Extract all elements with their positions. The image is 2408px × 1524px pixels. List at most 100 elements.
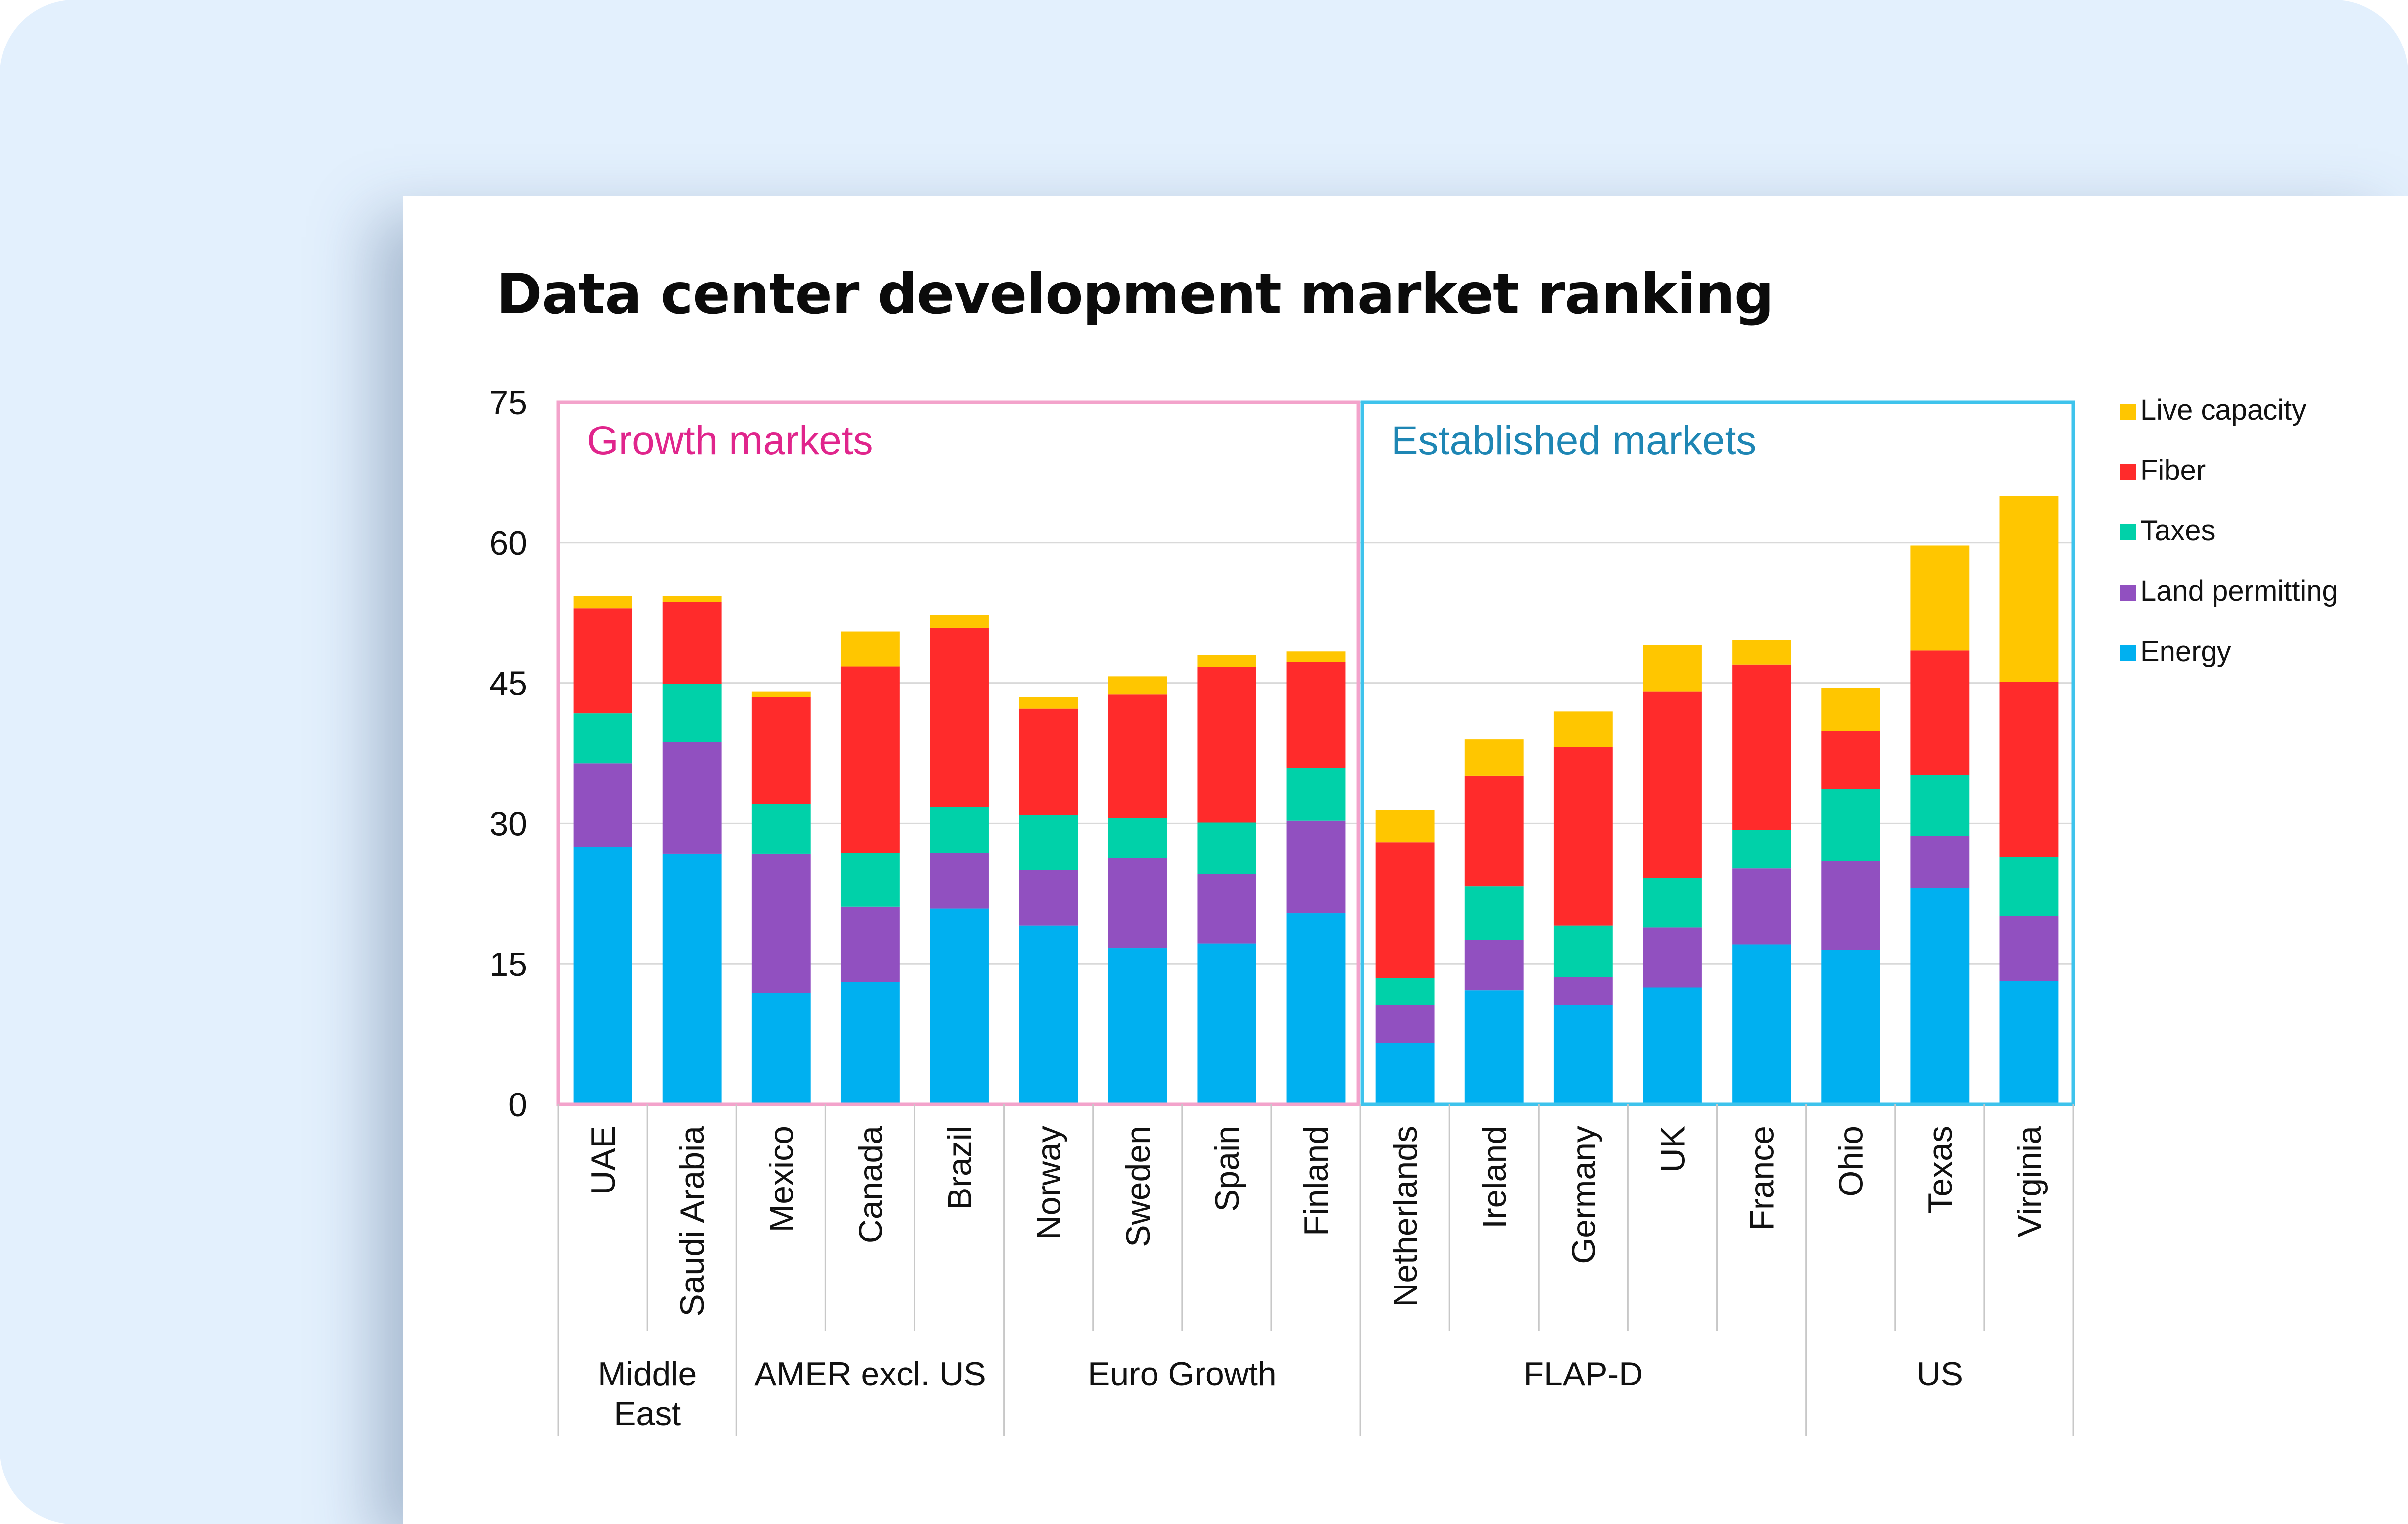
x-tick-label: Texas — [1922, 1126, 1959, 1214]
x-tick-label: France — [1743, 1126, 1781, 1231]
bar-live-capacity — [1910, 545, 1970, 651]
bar-energy — [1197, 943, 1256, 1104]
bar-land-permitting — [1197, 874, 1256, 944]
bar-energy — [1910, 888, 1970, 1104]
growth-markets-label: Growth markets — [587, 418, 873, 463]
bar-taxes — [840, 853, 900, 907]
bar-fiber — [1197, 667, 1256, 823]
bar-fiber — [840, 666, 900, 853]
x-tick-label: Mexico — [763, 1126, 800, 1232]
bar-fiber — [1375, 842, 1435, 978]
x-tick-label: UAE — [584, 1126, 622, 1195]
bar-energy — [1553, 1005, 1613, 1104]
x-tick-label: Canada — [852, 1126, 889, 1243]
bar-land-permitting — [1019, 870, 1078, 926]
bar-live-capacity — [573, 596, 632, 609]
bar-energy — [1643, 987, 1702, 1104]
bar-land-permitting — [840, 906, 900, 982]
bar-taxes — [1019, 815, 1078, 870]
bar-taxes — [1553, 925, 1613, 977]
bar-land-permitting — [1286, 820, 1346, 914]
bar-taxes — [930, 807, 989, 853]
x-tick-label: Saudi Arabia — [674, 1126, 711, 1317]
bar-live-capacity — [930, 615, 989, 628]
bar-land-permitting — [662, 742, 722, 854]
bar-taxes — [1999, 857, 2059, 916]
legend-swatch — [2120, 524, 2136, 540]
established-markets-label: Established markets — [1391, 418, 1756, 463]
x-tick-label: Norway — [1030, 1126, 1068, 1240]
legend-swatch — [2120, 585, 2136, 601]
bar-taxes — [1108, 818, 1167, 858]
x-tick-label: Spain — [1208, 1126, 1246, 1212]
chart-title: Data center development market ranking — [496, 262, 1774, 327]
bar-fiber — [930, 627, 989, 807]
bar-taxes — [1464, 886, 1524, 940]
y-tick-label: 45 — [489, 665, 527, 703]
legend-label: Taxes — [2140, 515, 2215, 547]
bar-taxes — [1821, 789, 1880, 861]
bar-live-capacity — [1197, 655, 1256, 667]
y-tick-label: 30 — [489, 805, 527, 843]
bar-taxes — [751, 804, 811, 854]
bar-land-permitting — [1643, 927, 1702, 988]
bar-taxes — [662, 684, 722, 742]
x-tick-label: Brazil — [941, 1126, 979, 1210]
bar-energy — [840, 982, 900, 1104]
x-tick-label: Ireland — [1476, 1126, 1513, 1229]
bar-land-permitting — [1732, 868, 1791, 945]
bar-fiber — [1553, 747, 1613, 926]
bar-fiber — [751, 697, 811, 804]
bar-live-capacity — [751, 691, 811, 697]
bar-live-capacity — [662, 596, 722, 602]
bar-energy — [1999, 981, 2059, 1104]
group-label: FLAP-D — [1523, 1355, 1643, 1393]
x-tick-label: Finland — [1298, 1126, 1335, 1236]
x-tick-label: Netherlands — [1387, 1126, 1424, 1307]
group-label: AMER excl. US — [754, 1355, 986, 1393]
bar-energy — [573, 847, 632, 1104]
bar-live-capacity — [1375, 810, 1435, 843]
bar-land-permitting — [1821, 861, 1880, 950]
bar-fiber — [1999, 682, 2059, 857]
bar-live-capacity — [1999, 496, 2059, 682]
bar-land-permitting — [1999, 916, 2059, 981]
bar-energy — [751, 993, 811, 1104]
bar-fiber — [573, 608, 632, 714]
group-label: Euro Growth — [1088, 1355, 1277, 1393]
bar-energy — [1732, 944, 1791, 1104]
bar-land-permitting — [1108, 858, 1167, 949]
bar-energy — [1375, 1043, 1435, 1104]
x-tick-label: Ohio — [1832, 1126, 1870, 1197]
legend-label: Land permitting — [2140, 575, 2338, 607]
bar-energy — [1464, 990, 1524, 1104]
growth-markets-box — [556, 400, 1360, 1106]
y-tick-label: 0 — [508, 1086, 527, 1124]
x-tick-label: UK — [1654, 1126, 1691, 1172]
bar-fiber — [1821, 731, 1880, 789]
bar-taxes — [1286, 768, 1346, 821]
bar-fiber — [662, 601, 722, 684]
legend-label: Energy — [2140, 635, 2231, 667]
bar-live-capacity — [1464, 739, 1524, 776]
bar-live-capacity — [840, 631, 900, 667]
x-tick-label: Virginia — [2011, 1126, 2048, 1238]
bar-fiber — [1464, 775, 1524, 887]
bar-land-permitting — [1553, 977, 1613, 1005]
bar-land-permitting — [1375, 1005, 1435, 1043]
bar-taxes — [1375, 978, 1435, 1005]
bar-live-capacity — [1732, 640, 1791, 665]
bar-live-capacity — [1108, 676, 1167, 695]
bar-taxes — [573, 713, 632, 764]
group-label: Middle East — [598, 1355, 697, 1432]
bar-live-capacity — [1286, 651, 1346, 662]
bar-live-capacity — [1019, 697, 1078, 709]
bar-fiber — [1108, 694, 1167, 818]
legend-swatch — [2120, 404, 2136, 420]
bar-land-permitting — [1464, 940, 1524, 991]
bar-live-capacity — [1821, 688, 1880, 731]
bar-fiber — [1286, 662, 1346, 768]
x-tick-label: Sweden — [1119, 1126, 1157, 1247]
bar-energy — [662, 853, 722, 1104]
